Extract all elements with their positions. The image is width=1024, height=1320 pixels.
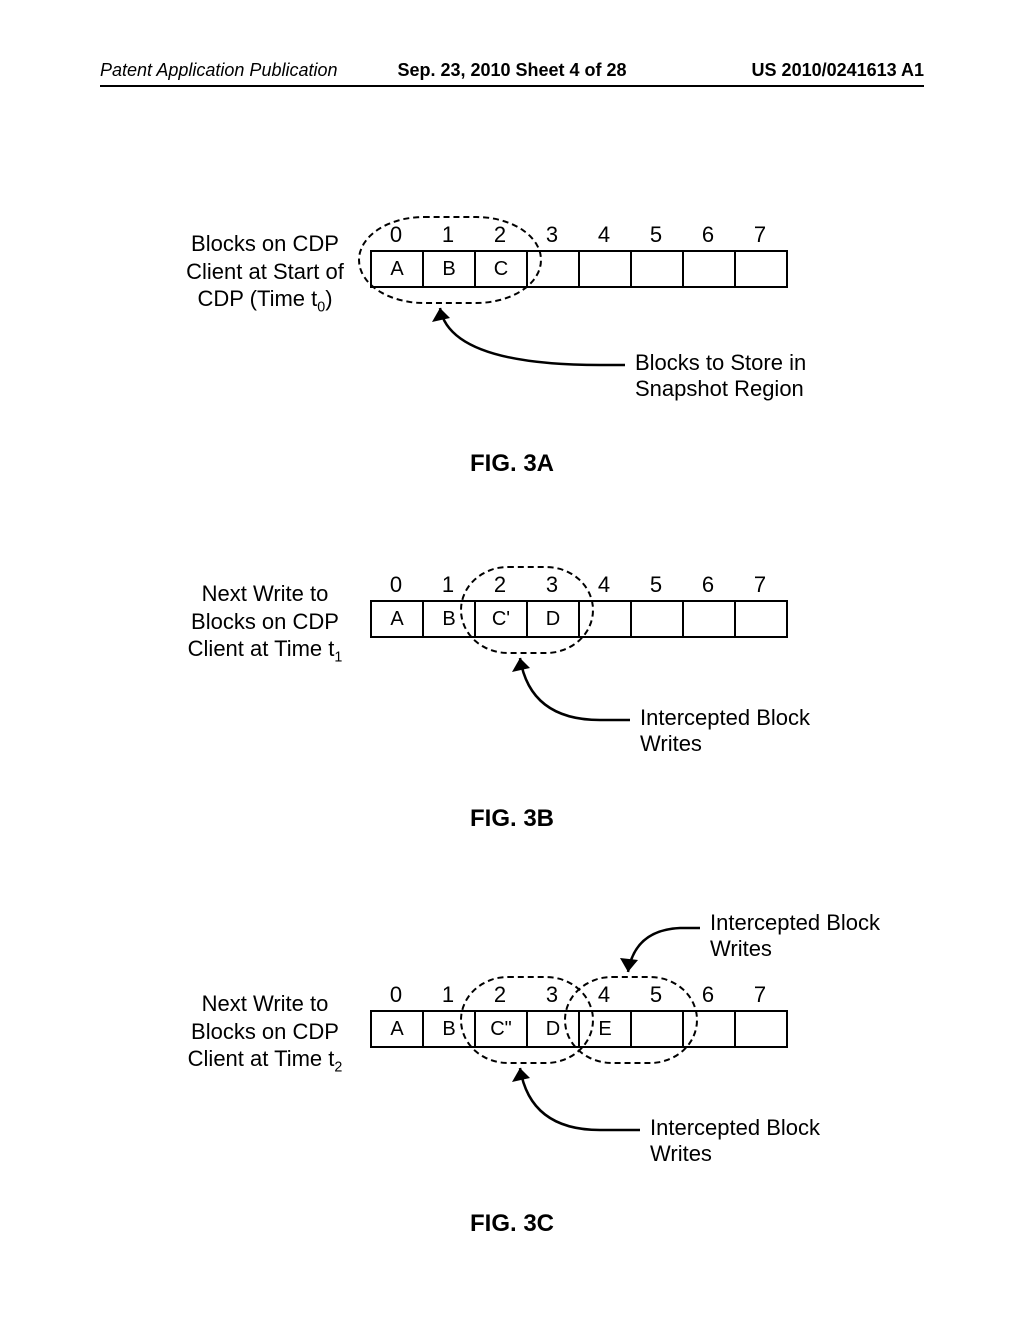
- caption-sub: 0: [317, 299, 325, 315]
- caption-line: Client at Start of: [186, 259, 344, 284]
- fig3c-label: FIG. 3C: [0, 1210, 1024, 1238]
- block-cell: [526, 250, 578, 288]
- block-index: 2: [474, 222, 526, 248]
- block-index: 5: [630, 222, 682, 248]
- fig3b-caption: Next Write to Blocks on CDP Client at Ti…: [165, 580, 365, 667]
- block-cell: [630, 600, 682, 638]
- block-index: 2: [474, 982, 526, 1008]
- block-cell: C": [474, 1010, 526, 1048]
- fig3c-callout-bottom: Intercepted Block Writes: [650, 1115, 820, 1168]
- block-index: 0: [370, 222, 422, 248]
- fig3a-label: FIG. 3A: [0, 450, 1024, 478]
- fig3a-caption: Blocks on CDP Client at Start of CDP (Ti…: [165, 230, 365, 317]
- callout-line: Writes: [710, 936, 772, 961]
- block-cell: [734, 600, 788, 638]
- block-index: 4: [578, 222, 630, 248]
- fig3a-index-row: 0 1 2 3 4 5 6 7: [370, 222, 786, 248]
- block-index: 1: [422, 982, 474, 1008]
- block-cell: [630, 250, 682, 288]
- page-header: Patent Application Publication Sep. 23, …: [100, 60, 924, 87]
- figure-3a: Blocks on CDP Client at Start of CDP (Ti…: [0, 190, 1024, 510]
- fig3c-caption: Next Write to Blocks on CDP Client at Ti…: [165, 990, 365, 1077]
- figure-3c: Next Write to Blocks on CDP Client at Ti…: [0, 900, 1024, 1270]
- caption-tail: ): [325, 286, 332, 311]
- block-cell: D: [526, 1010, 578, 1048]
- header-center: Sep. 23, 2010 Sheet 4 of 28: [375, 60, 650, 81]
- block-index: 3: [526, 222, 578, 248]
- block-index: 5: [630, 982, 682, 1008]
- block-index: 7: [734, 222, 786, 248]
- caption-line: Next Write to: [202, 991, 329, 1016]
- block-index: 1: [422, 222, 474, 248]
- caption-sub: 1: [334, 649, 342, 665]
- block-index: 0: [370, 982, 422, 1008]
- block-cell: [578, 600, 630, 638]
- fig3a-block-strip: A B C: [370, 250, 788, 288]
- header-right: US 2010/0241613 A1: [649, 60, 924, 81]
- fig3c-callout-top: Intercepted Block Writes: [710, 910, 880, 963]
- block-index: 1: [422, 572, 474, 598]
- block-index: 3: [526, 982, 578, 1008]
- callout-line: Writes: [640, 731, 702, 756]
- block-cell: [682, 600, 734, 638]
- block-cell: [682, 1010, 734, 1048]
- block-index: 0: [370, 572, 422, 598]
- block-index: 7: [734, 572, 786, 598]
- block-cell: [578, 250, 630, 288]
- page: Patent Application Publication Sep. 23, …: [0, 0, 1024, 1320]
- block-cell: B: [422, 600, 474, 638]
- caption-line: Blocks on CDP: [191, 609, 339, 634]
- block-cell: [734, 250, 788, 288]
- block-index: 5: [630, 572, 682, 598]
- block-cell: [734, 1010, 788, 1048]
- caption-sub: 2: [334, 1059, 342, 1075]
- block-cell: C': [474, 600, 526, 638]
- fig3b-block-strip: A B C' D: [370, 600, 788, 638]
- fig3b-label: FIG. 3B: [0, 805, 1024, 833]
- block-cell: D: [526, 600, 578, 638]
- callout-line: Blocks to Store in: [635, 350, 806, 375]
- block-cell: B: [422, 250, 474, 288]
- block-cell: A: [370, 250, 422, 288]
- block-index: 6: [682, 982, 734, 1008]
- callout-line: Intercepted Block: [640, 705, 810, 730]
- callout-line: Intercepted Block: [710, 910, 880, 935]
- block-index: 2: [474, 572, 526, 598]
- caption-line: Blocks on CDP: [191, 1019, 339, 1044]
- block-cell: A: [370, 600, 422, 638]
- caption-line: CDP (Time t: [197, 286, 317, 311]
- fig3c-block-strip: A B C" D E: [370, 1010, 788, 1048]
- caption-line: Client at Time t: [188, 636, 335, 661]
- block-cell: C: [474, 250, 526, 288]
- block-cell: [630, 1010, 682, 1048]
- callout-line: Writes: [650, 1141, 712, 1166]
- caption-line: Client at Time t: [188, 1046, 335, 1071]
- block-index: 7: [734, 982, 786, 1008]
- callout-line: Snapshot Region: [635, 376, 804, 401]
- caption-line: Next Write to: [202, 581, 329, 606]
- block-cell: E: [578, 1010, 630, 1048]
- fig3a-callout: Blocks to Store in Snapshot Region: [635, 350, 806, 403]
- block-cell: [682, 250, 734, 288]
- block-index: 6: [682, 572, 734, 598]
- block-index: 6: [682, 222, 734, 248]
- block-cell: B: [422, 1010, 474, 1048]
- figure-3b: Next Write to Blocks on CDP Client at Ti…: [0, 540, 1024, 870]
- block-cell: A: [370, 1010, 422, 1048]
- caption-line: Blocks on CDP: [191, 231, 339, 256]
- fig3b-index-row: 0 1 2 3 4 5 6 7: [370, 572, 786, 598]
- fig3c-index-row: 0 1 2 3 4 5 6 7: [370, 982, 786, 1008]
- fig3b-callout: Intercepted Block Writes: [640, 705, 810, 758]
- callout-line: Intercepted Block: [650, 1115, 820, 1140]
- header-left: Patent Application Publication: [100, 60, 375, 81]
- block-index: 4: [578, 982, 630, 1008]
- block-index: 4: [578, 572, 630, 598]
- block-index: 3: [526, 572, 578, 598]
